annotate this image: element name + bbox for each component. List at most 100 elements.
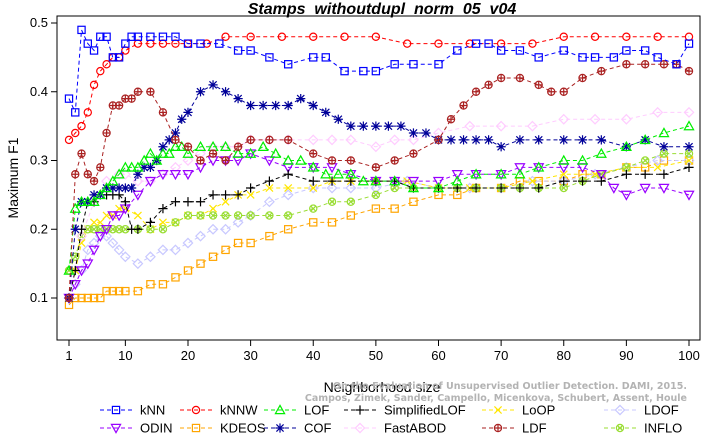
point-loop [221,197,230,206]
point-ldf [578,74,587,82]
point-knn [146,32,155,41]
point-knnw [622,32,631,41]
legend-label-ldf: LDF [522,421,547,434]
point-cof [208,80,218,90]
point-knn [158,32,168,41]
point-odin [639,183,651,194]
point-cof [246,100,256,111]
legend-label-loop: LoOP [522,403,555,418]
point-ldf [535,81,543,89]
point-knn [640,46,650,55]
point-ldf [209,150,217,158]
point-ldf [133,87,143,96]
point-inflo [147,226,154,233]
point-simplifiedlof [246,183,256,193]
point-inflo [171,218,180,227]
point-odin [451,170,463,181]
point-fastabod [389,134,401,146]
point-ldf [447,115,455,123]
point-loop [528,177,537,186]
point-ldf [64,293,74,303]
point-knn [340,66,349,76]
point-knn [309,53,318,62]
y-tick-label: 0.2 [30,221,48,236]
point-cof [139,162,149,172]
point-knnw [77,121,86,131]
point-ldf [83,170,92,179]
point-simplifiedlof [158,204,168,214]
point-inflo [329,198,335,205]
point-knnw [71,128,80,138]
watermark-line-1: On the Evaluation of Unsupervised Outlie… [333,381,687,392]
point-kdeos [309,218,318,227]
point-cof [371,121,381,131]
point-knn [102,32,111,41]
x-tick-label: 80 [557,348,571,363]
point-cof [458,135,469,145]
series-line-ldf [68,63,690,299]
point-cof [145,162,156,172]
point-ldf [84,170,92,178]
point-cof [164,135,174,145]
point-ldf [372,163,380,171]
point-odin [658,183,670,194]
point-knnw [121,46,130,55]
point-ldof [326,182,338,194]
point-knnw [277,32,287,41]
point-loop [90,218,99,227]
point-ldf [346,156,356,165]
point-knn [96,32,105,41]
y-tick-label: 0.4 [30,84,48,99]
point-fastabod [76,230,87,242]
point-ldf [390,156,399,165]
point-kdeos [77,293,86,303]
point-lof [270,147,282,158]
point-cof [220,87,231,97]
point-ldf [77,150,86,158]
plot-frame [56,15,701,341]
point-fastabod [307,134,319,146]
point-cof [471,135,481,145]
point-ldf [371,163,381,172]
point-lof [207,140,219,151]
point-odin [132,190,144,201]
point-ldf [597,66,606,76]
point-loop [284,183,293,193]
point-cof [308,100,318,111]
point-ldf [102,128,111,138]
point-ldf [114,101,124,110]
legend-item-knn: kNN [100,403,165,418]
point-inflo [283,211,293,220]
point-ldof [113,244,125,256]
point-ldf [309,149,318,158]
point-knnw [653,32,662,41]
point-cof [296,94,306,104]
x-tick-label: 90 [619,348,633,363]
point-inflo [560,185,567,191]
point-ldf [672,60,681,68]
point-odin [169,170,182,181]
point-knnw [434,39,443,48]
point-ldf [284,136,292,144]
x-axis-label: Neighborhood size [324,379,441,395]
point-kdeos [208,252,218,261]
point-cof [120,183,130,193]
point-inflo [71,252,80,261]
legend-label-fastabod: FastABOD [384,421,446,434]
point-simplifiedlof [596,176,606,186]
point-ldf [77,149,86,158]
point-knn [434,60,443,69]
point-odin [144,176,157,187]
legend-item-loop: LoOP [482,403,555,418]
point-simplifiedlof [621,169,631,179]
point-cof [659,142,669,152]
x-tick-label: 1 [65,348,72,363]
point-ldf [208,149,218,158]
point-lof [432,182,445,193]
legend-label-odin: ODIN [140,421,173,434]
series-knnw [64,32,694,145]
point-knn [471,39,481,48]
point-knn [89,46,99,55]
point-fastabod [407,134,419,146]
point-knn [196,39,205,48]
